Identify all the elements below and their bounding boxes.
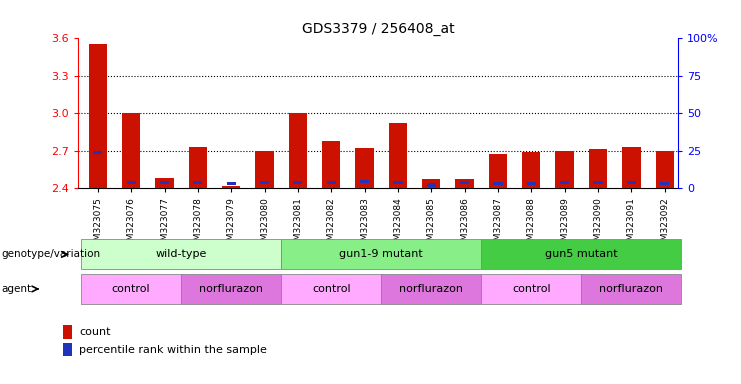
Text: gun5 mutant: gun5 mutant [545,249,618,260]
Bar [356,148,373,188]
Bar [289,113,307,188]
Bar [327,181,336,184]
FancyBboxPatch shape [81,274,181,304]
Bar [227,182,236,185]
Bar [527,182,536,185]
Bar [89,44,107,188]
Text: control: control [312,284,350,294]
Text: control: control [512,284,551,294]
Bar [594,181,602,184]
Bar [427,184,436,187]
FancyBboxPatch shape [81,239,281,270]
Bar [660,182,669,185]
Bar [63,325,72,339]
Bar [256,151,273,188]
Bar [560,181,569,184]
Text: count: count [79,327,111,337]
FancyBboxPatch shape [281,274,382,304]
FancyBboxPatch shape [582,274,682,304]
Text: gun1-9 mutant: gun1-9 mutant [339,249,423,260]
Bar [63,343,72,356]
Bar [522,152,540,188]
Bar [189,147,207,188]
Text: genotype/variation: genotype/variation [1,249,101,260]
Text: norflurazon: norflurazon [199,284,263,294]
Bar [489,154,507,188]
Text: norflurazon: norflurazon [599,284,663,294]
Bar [422,179,440,188]
Bar [360,180,369,183]
Bar [127,181,136,184]
Bar [293,181,302,184]
Bar [556,151,574,188]
Bar [627,181,636,184]
Bar [93,151,102,154]
Text: percentile rank within the sample: percentile rank within the sample [79,345,268,355]
FancyBboxPatch shape [281,239,482,270]
FancyBboxPatch shape [181,274,281,304]
FancyBboxPatch shape [482,239,682,270]
Bar [193,181,202,184]
Bar [656,151,674,188]
FancyBboxPatch shape [382,274,482,304]
Bar [456,179,473,188]
FancyBboxPatch shape [482,274,582,304]
Bar [393,181,402,184]
Bar [160,181,169,184]
Bar [460,181,469,184]
Bar [222,185,240,188]
Bar [389,123,407,188]
Bar [322,141,340,188]
Text: wild-type: wild-type [156,249,207,260]
Title: GDS3379 / 256408_at: GDS3379 / 256408_at [302,22,454,36]
Bar [622,147,640,188]
Bar [260,181,269,184]
Bar [494,182,502,185]
Bar [589,149,607,188]
Text: norflurazon: norflurazon [399,284,463,294]
Bar [122,113,140,188]
Bar [156,178,173,188]
Text: agent: agent [1,284,32,294]
Text: control: control [112,284,150,294]
